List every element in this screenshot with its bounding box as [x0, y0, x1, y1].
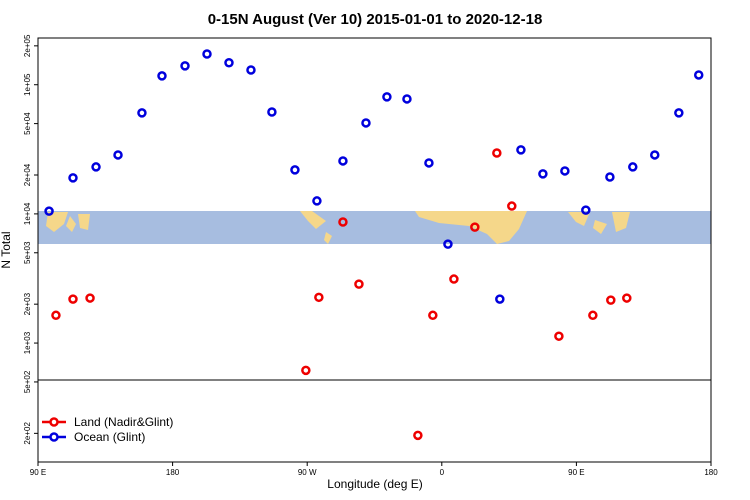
point [137, 108, 147, 118]
point [492, 148, 502, 158]
point [507, 201, 517, 211]
y-tick-label: 2e+05 [23, 34, 32, 57]
y-tick-label: 1e+05 [23, 73, 32, 96]
point [85, 293, 95, 303]
y-tick-label: 2e+02 [23, 422, 32, 445]
point [354, 279, 364, 289]
legend-label: Ocean (Glint) [74, 430, 145, 444]
point [428, 310, 438, 321]
x-tick-label: 180 [166, 468, 180, 477]
point [246, 65, 256, 75]
y-axis-label: N Total [0, 231, 13, 268]
point [301, 365, 311, 376]
point [470, 222, 480, 232]
legend-label: Land (Nadir&Glint) [74, 415, 173, 429]
point [449, 274, 459, 284]
legend-marker [49, 432, 59, 442]
x-tick-label: 180 [704, 468, 718, 477]
point [68, 173, 78, 183]
y-tick-label: 2e+04 [23, 163, 32, 186]
y-tick-label: 5e+04 [23, 112, 32, 135]
point [413, 430, 423, 441]
point [538, 169, 548, 179]
x-tick-label: 90 W [298, 468, 317, 477]
chart-title: 0-15N August (Ver 10) 2015-01-01 to 2020… [208, 11, 543, 28]
point [622, 293, 632, 303]
x-tick-label: 90 E [30, 468, 46, 477]
map-land [46, 211, 630, 244]
y-tick-label: 1e+04 [23, 202, 32, 225]
point [180, 61, 190, 71]
point [424, 158, 434, 168]
y-tick-label: 5e+02 [23, 370, 32, 393]
x-tick-label: 90 E [568, 468, 584, 477]
point [157, 71, 167, 81]
point [402, 94, 412, 104]
point [693, 70, 704, 80]
point [267, 107, 277, 117]
point [554, 331, 564, 341]
point [224, 57, 234, 68]
point [628, 162, 638, 172]
legend-marker [49, 417, 59, 427]
point [314, 292, 324, 303]
point [443, 239, 453, 249]
y-tick-label: 2e+03 [23, 292, 32, 315]
point [382, 92, 392, 102]
x-tick-label: 0 [440, 468, 445, 477]
x-axis-label: Longitude (deg E) [327, 477, 422, 491]
point [290, 165, 300, 175]
point [560, 166, 570, 176]
point [606, 295, 616, 305]
map-band [38, 211, 711, 244]
point [605, 172, 615, 182]
y-tick-label: 5e+03 [23, 241, 32, 264]
plot-frame [37, 37, 712, 463]
point [650, 150, 660, 160]
point [495, 294, 505, 304]
point [361, 118, 371, 128]
point [338, 217, 348, 227]
y-tick-label: 1e+03 [23, 331, 32, 354]
point [91, 162, 101, 172]
point [516, 145, 526, 155]
point [338, 156, 348, 166]
point [113, 150, 123, 160]
point [68, 294, 78, 304]
point [581, 205, 591, 215]
point [51, 310, 61, 321]
point [674, 108, 684, 118]
point [312, 196, 322, 206]
point [588, 310, 598, 321]
point [202, 49, 212, 59]
point [44, 206, 54, 216]
